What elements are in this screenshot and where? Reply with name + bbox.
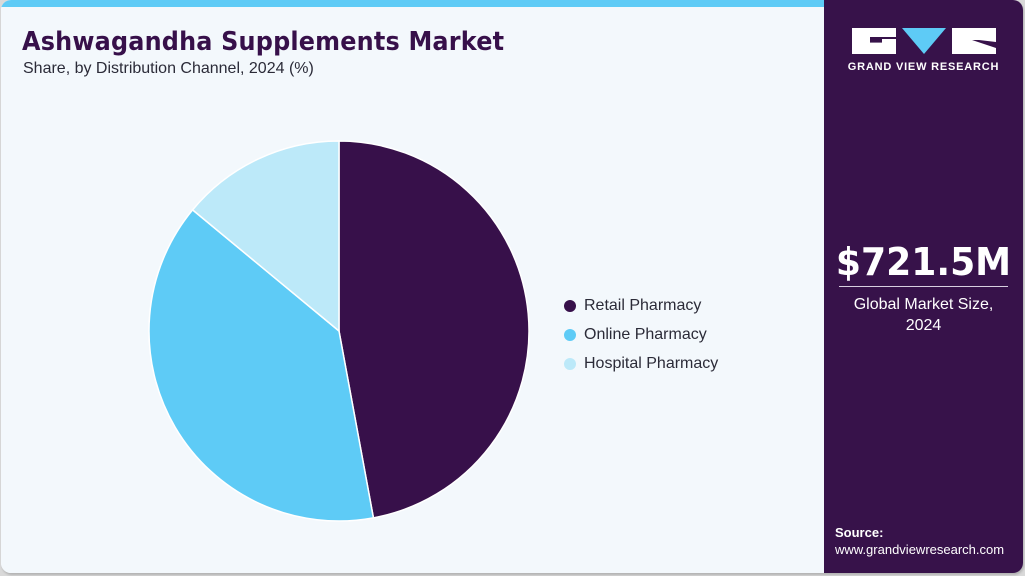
chart-panel: Ashwagandha Supplements Market Share, by… bbox=[1, 0, 824, 573]
legend-dot-icon bbox=[564, 357, 576, 370]
brand-name: GRAND VIEW RESEARCH bbox=[847, 61, 1000, 73]
market-size-value: $721.5M bbox=[835, 240, 1012, 284]
pie-chart bbox=[148, 140, 530, 522]
chart-subtitle: Share, by Distribution Channel, 2024 (%) bbox=[23, 60, 314, 77]
accent-bar bbox=[1, 0, 824, 7]
pie-slice-retail-pharmacy bbox=[338, 140, 530, 519]
legend-label: Online Pharmacy bbox=[584, 325, 707, 343]
chart-title: Ashwagandha Supplements Market bbox=[22, 27, 505, 57]
divider bbox=[839, 286, 1008, 287]
sidebar: GRAND VIEW RESEARCH $721.5M Global Marke… bbox=[824, 0, 1023, 573]
gvr-logo-icon bbox=[852, 28, 996, 54]
market-size-label-line1: Global Market Size, bbox=[853, 296, 994, 313]
source-link[interactable]: www.grandviewresearch.com bbox=[835, 542, 1005, 557]
legend-item-retail-pharmacy: Retail Pharmacy bbox=[564, 291, 718, 320]
pie-slice-online-pharmacy bbox=[148, 208, 375, 522]
legend-dot-icon bbox=[564, 328, 576, 341]
legend-dot-icon bbox=[564, 299, 576, 312]
market-size-label: Global Market Size, 2024 bbox=[824, 294, 1023, 336]
legend-label: Retail Pharmacy bbox=[584, 296, 702, 314]
legend-item-hospital-pharmacy: Hospital Pharmacy bbox=[564, 349, 718, 378]
legend-label: Hospital Pharmacy bbox=[584, 354, 719, 372]
source-label: Source: bbox=[835, 525, 884, 540]
pie-slice-hospital-pharmacy bbox=[191, 140, 340, 333]
market-size-label-line2: 2024 bbox=[905, 317, 942, 334]
legend: Retail Pharmacy Online Pharmacy Hospital… bbox=[564, 291, 718, 378]
legend-item-online-pharmacy: Online Pharmacy bbox=[564, 320, 718, 349]
